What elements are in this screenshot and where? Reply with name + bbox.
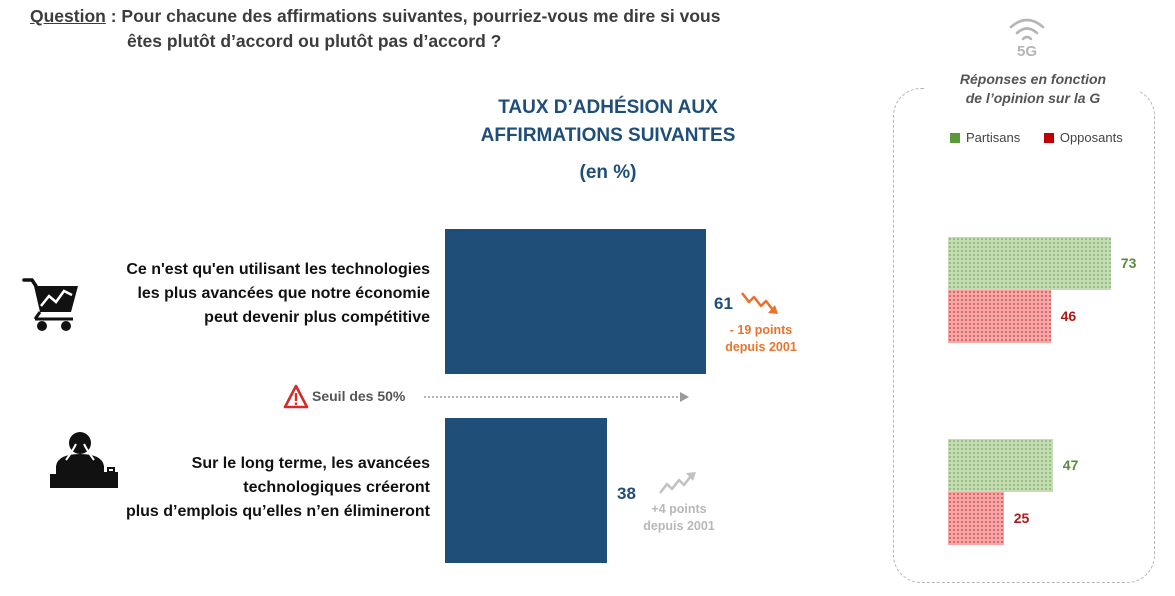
worried-worker-icon bbox=[50, 432, 118, 488]
trend-up-arrow-icon bbox=[658, 472, 696, 494]
question-line-1: : Pour chacune des affirmations suivante… bbox=[105, 6, 721, 26]
legend-item-opposants: Opposants bbox=[1043, 130, 1123, 145]
threshold-line bbox=[424, 392, 689, 402]
chart-subtitle: (en %) bbox=[579, 162, 637, 183]
statement-2: Sur le long terme, les avancées technolo… bbox=[70, 452, 430, 524]
chart-title: TAUX D’ADHÉSION AUX AFFIRMATIONS SUIVANT… bbox=[430, 94, 786, 150]
5g-label: 5G bbox=[1016, 43, 1037, 60]
side-bar-partisans-2 bbox=[948, 439, 1053, 492]
change-label-2: +4 points depuis 2001 bbox=[629, 501, 729, 535]
statement-1-line-2: les plus avancées que notre économie bbox=[137, 285, 430, 302]
chart-title-line-1: TAUX D’ADHÉSION AUX bbox=[498, 97, 718, 118]
side-bar-opposants-1-value: 46 bbox=[1060, 307, 1077, 324]
side-bar-partisans-1 bbox=[948, 237, 1111, 290]
side-bar-opposants-2-value: 25 bbox=[1013, 509, 1030, 526]
main-bar-2-value: 38 bbox=[617, 484, 636, 503]
side-bar-partisans-2-value: 47 bbox=[1062, 456, 1079, 473]
statement-2-line-2: technologiques créeront bbox=[243, 479, 430, 496]
legend: Partisans Opposants bbox=[950, 130, 1143, 146]
side-bar-partisans-1-value: 73 bbox=[1120, 254, 1137, 271]
legend-swatch-partisans bbox=[950, 132, 960, 143]
main-bar-1 bbox=[445, 229, 706, 374]
warning-icon bbox=[283, 384, 309, 409]
legend-label-partisans: Partisans bbox=[966, 130, 1021, 145]
legend-label-opposants: Opposants bbox=[1059, 130, 1123, 145]
question-text: Question : Pour chacune des affirmations… bbox=[30, 4, 820, 54]
legend-swatch-opposants bbox=[1043, 132, 1054, 143]
statement-1-line-1: Ce n'est qu'en utilisant les technologie… bbox=[126, 261, 430, 278]
change-2-line-2: depuis 2001 bbox=[643, 519, 715, 533]
threshold-label: Seuil des 50% bbox=[312, 388, 406, 404]
statement-2-line-3: plus d’emplois qu’elles n’en élimineront bbox=[125, 503, 430, 520]
change-1-line-1: - 19 points bbox=[729, 323, 793, 337]
main-bar-1-value: 61 bbox=[714, 294, 733, 313]
change-2-line-1: +4 points bbox=[651, 502, 707, 516]
side-bar-opposants-1 bbox=[948, 290, 1051, 343]
side-bar-opposants-2 bbox=[948, 492, 1004, 545]
statement-2-line-1: Sur le long terme, les avancées bbox=[191, 455, 430, 472]
change-label-1: - 19 points depuis 2001 bbox=[711, 322, 811, 356]
question-line-2: êtes plutôt d’accord ou plutôt pas d’acc… bbox=[127, 31, 502, 51]
statement-1: Ce n'est qu'en utilisant les technologie… bbox=[70, 258, 430, 330]
change-1-line-2: depuis 2001 bbox=[725, 340, 797, 354]
side-panel-title-line-2: de l’opinion sur la G bbox=[965, 90, 1101, 106]
main-bar-2 bbox=[445, 418, 607, 563]
shopping-cart-chart-icon bbox=[22, 278, 78, 331]
side-panel-title-line-1: Réponses en fonction bbox=[959, 71, 1107, 87]
side-panel-title: Réponses en fonction de l’opinion sur la… bbox=[926, 70, 1140, 108]
trend-down-arrow-icon bbox=[740, 292, 778, 314]
statement-1-line-3: peut devenir plus compétitive bbox=[204, 309, 430, 326]
legend-item-partisans: Partisans bbox=[950, 130, 1020, 145]
question-label: Question bbox=[30, 6, 106, 26]
wifi-signal-icon bbox=[1009, 18, 1045, 41]
chart-title-line-2: AFFIRMATIONS SUIVANTES bbox=[480, 125, 736, 146]
